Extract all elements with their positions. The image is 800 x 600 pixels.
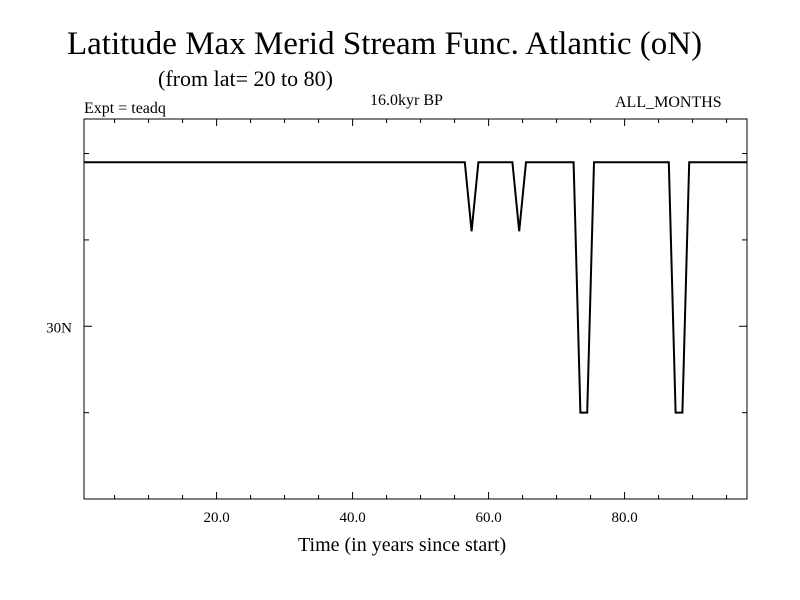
chart-subtitle: (from lat= 20 to 80)	[158, 66, 333, 91]
chart-title: Latitude Max Merid Stream Func. Atlantic…	[67, 26, 703, 62]
period-label: 16.0kyr BP	[370, 92, 443, 109]
x-tick-label: 80.0	[611, 510, 637, 526]
x-tick-label: 20.0	[203, 510, 229, 526]
y-tick-label: 30N	[46, 320, 72, 336]
experiment-label: Expt = teadq	[84, 100, 166, 117]
plot-frame	[83, 118, 748, 500]
x-axis-label: Time (in years since start)	[298, 534, 507, 556]
series-line	[84, 161, 747, 414]
x-tick-label: 60.0	[475, 510, 501, 526]
months-label: ALL_MONTHS	[615, 94, 722, 111]
x-tick-label: 40.0	[339, 510, 365, 526]
